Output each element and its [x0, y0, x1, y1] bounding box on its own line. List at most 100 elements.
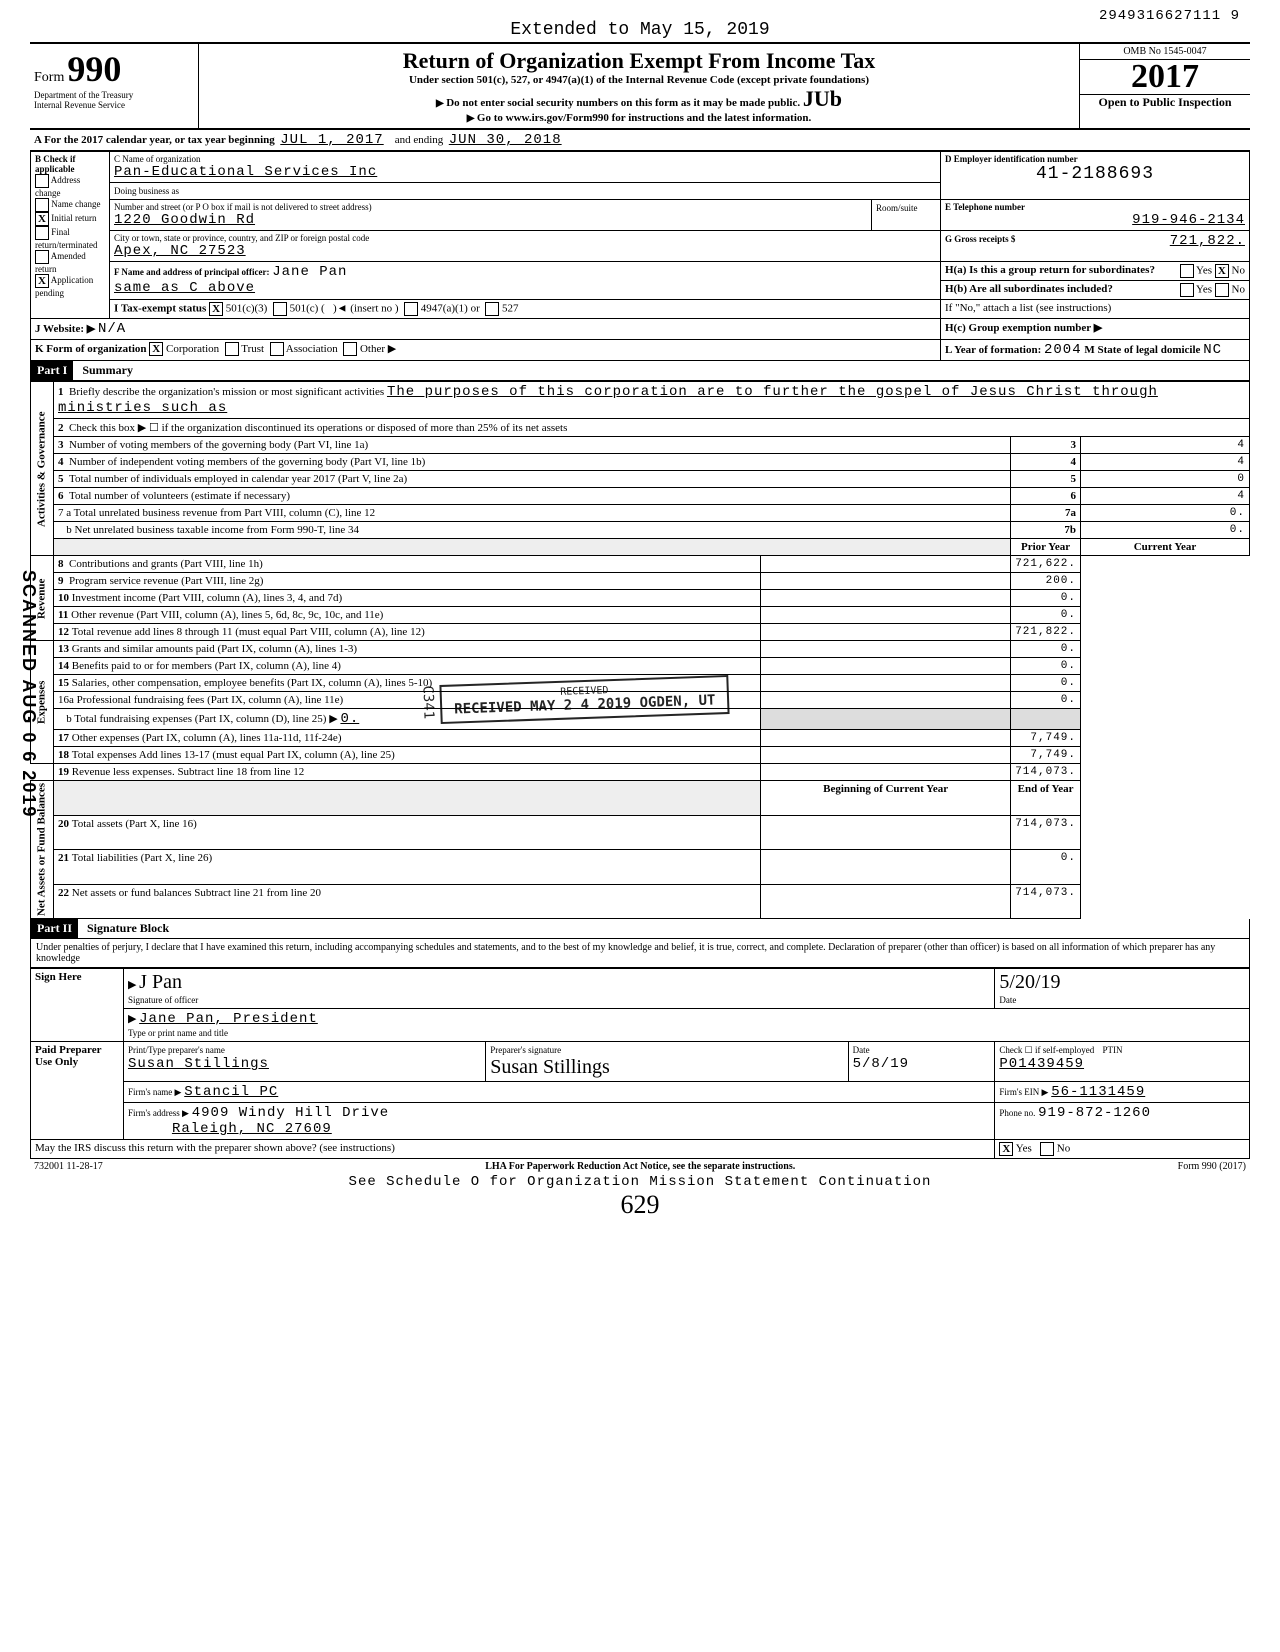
- entity-info-table: B Check if applicable Address change Nam…: [30, 151, 1250, 361]
- open-inspection: Open to Public Inspection: [1080, 94, 1250, 110]
- preparer-date: 5/8/19: [853, 1056, 909, 1072]
- form-title: Return of Organization Exempt From Incom…: [209, 48, 1069, 74]
- firm-ein: 56-1131459: [1051, 1084, 1145, 1100]
- warn-ssn: Do not enter social security numbers on …: [209, 86, 1069, 112]
- ptin: P01439459: [999, 1056, 1084, 1072]
- other-rev: 0.: [1011, 607, 1081, 624]
- chk-corp[interactable]: X: [149, 342, 163, 356]
- tax-year: 2017: [1080, 60, 1250, 94]
- form-number: 990: [67, 49, 121, 89]
- other-exp: 7,749.: [1011, 730, 1081, 747]
- perjury-statement: Under penalties of perjury, I declare th…: [30, 939, 1250, 968]
- sign-date: 5/20/19: [999, 971, 1060, 993]
- handwritten-number: 629: [30, 1190, 1250, 1220]
- footer-mid: LHA For Paperwork Reduction Act Notice, …: [485, 1161, 795, 1172]
- form-word: Form: [34, 70, 64, 85]
- part1-title: Summary: [76, 363, 133, 377]
- chk-amended[interactable]: [35, 250, 49, 264]
- page-number-stamp: 2949316627111 9: [1099, 8, 1240, 24]
- chk-501c[interactable]: [273, 302, 287, 316]
- total-assets: 714,073.: [1011, 815, 1081, 850]
- dept-treasury: Department of the Treasury: [34, 90, 194, 100]
- year-formation: 2004: [1044, 342, 1082, 358]
- box-c-label: C Name of organization: [114, 154, 936, 164]
- officer-signature: J Pan: [139, 971, 182, 993]
- total-fundraising: 0.: [340, 711, 359, 727]
- voting-members: 4: [1081, 437, 1250, 454]
- summary-table: Activities & Governance 1 Briefly descri…: [30, 381, 1250, 919]
- domicile-state: NC: [1203, 342, 1222, 358]
- program-rev: 200.: [1011, 573, 1081, 590]
- net-assets: 714,073.: [1011, 884, 1081, 919]
- street-address: 1220 Goodwin Rd: [114, 212, 867, 228]
- indep-members: 4: [1081, 454, 1250, 471]
- chk-assoc[interactable]: [270, 342, 284, 356]
- contributions: 721,622.: [1011, 556, 1081, 573]
- warn-link: Go to www.irs.gov/Form990 for instructio…: [209, 112, 1069, 124]
- chk-subs-no[interactable]: [1215, 283, 1229, 297]
- chk-application-pending[interactable]: X: [35, 274, 49, 288]
- unrelated-rev: 0.: [1081, 505, 1250, 522]
- chk-trust[interactable]: [225, 342, 239, 356]
- ein: 41-2188693: [945, 164, 1245, 184]
- sign-here-label: Sign Here: [31, 969, 124, 1042]
- officer-print-name: Jane Pan, President: [139, 1011, 318, 1027]
- chk-group-no[interactable]: X: [1215, 264, 1229, 278]
- chk-subs-yes[interactable]: [1180, 283, 1194, 297]
- chk-name-change[interactable]: [35, 198, 49, 212]
- chk-4947[interactable]: [404, 302, 418, 316]
- salaries: 0.: [1011, 675, 1081, 692]
- gross-receipts: 721,822.: [1170, 233, 1245, 249]
- prof-fundraising: 0.: [1011, 692, 1081, 709]
- volunteers: 4: [1081, 488, 1250, 505]
- box-b-heading: B Check if applicable: [35, 154, 105, 174]
- box-d-label: D Employer identification number: [945, 154, 1245, 164]
- side-activities: Activities & Governance: [31, 382, 54, 556]
- part2-header: Part II: [31, 919, 78, 938]
- city-state-zip: Apex, NC 27523: [114, 243, 936, 259]
- chk-501c3[interactable]: X: [209, 302, 223, 316]
- chk-527[interactable]: [485, 302, 499, 316]
- chk-group-yes[interactable]: [1180, 264, 1194, 278]
- firm-address1: 4909 Windy Hill Drive: [192, 1105, 389, 1121]
- total-exp: 7,749.: [1011, 747, 1081, 764]
- initials: JUb: [803, 86, 842, 111]
- benefits-paid: 0.: [1011, 658, 1081, 675]
- form-header: Form 990 Department of the Treasury Inte…: [30, 42, 1250, 130]
- tax-year-end: JUN 30, 2018: [449, 132, 562, 148]
- part1-header: Part I: [31, 361, 73, 380]
- firm-address2: Raleigh, NC 27609: [172, 1121, 332, 1137]
- firm-phone: 919-872-1260: [1038, 1105, 1151, 1121]
- dept-irs: Internal Revenue Service: [34, 100, 194, 110]
- employees: 0: [1081, 471, 1250, 488]
- chk-other[interactable]: [343, 342, 357, 356]
- phone: 919-946-2134: [945, 212, 1245, 228]
- website: N/A: [98, 321, 126, 337]
- investment-inc: 0.: [1011, 590, 1081, 607]
- grants-paid: 0.: [1011, 641, 1081, 658]
- footer-left: 732001 11-28-17: [34, 1161, 103, 1172]
- rev-less-exp: 714,073.: [1011, 764, 1081, 781]
- firm-name: Stancil PC: [184, 1084, 278, 1100]
- chk-final-return[interactable]: [35, 226, 49, 240]
- extended-note: Extended to May 15, 2019: [30, 20, 1250, 40]
- unrelated-taxable: 0.: [1081, 522, 1250, 539]
- chk-initial-return[interactable]: X: [35, 212, 49, 226]
- paid-preparer-label: Paid Preparer Use Only: [31, 1042, 124, 1140]
- scanned-stamp: SCANNED AUG 0 6 2019: [18, 570, 39, 818]
- total-rev: 721,822.: [1011, 624, 1081, 641]
- part2-title: Signature Block: [81, 921, 169, 935]
- c341-stamp: C341: [419, 685, 436, 719]
- footer-right: Form 990 (2017): [1178, 1161, 1246, 1172]
- chk-address-change[interactable]: [35, 174, 49, 188]
- preparer-name: Susan Stillings: [128, 1056, 269, 1072]
- signature-block: Sign Here ▶ J PanSignature of officer 5/…: [30, 968, 1250, 1159]
- officer-address: same as C above: [114, 280, 255, 296]
- line-a: A For the 2017 calendar year, or tax yea…: [30, 130, 1250, 151]
- officer-name: Jane Pan: [272, 264, 347, 280]
- chk-discuss-yes[interactable]: X: [999, 1142, 1013, 1156]
- form-subtitle: Under section 501(c), 527, or 4947(a)(1)…: [209, 74, 1069, 86]
- total-liabilities: 0.: [1011, 850, 1081, 885]
- chk-discuss-no[interactable]: [1040, 1142, 1054, 1156]
- tax-year-begin: JUL 1, 2017: [280, 132, 383, 148]
